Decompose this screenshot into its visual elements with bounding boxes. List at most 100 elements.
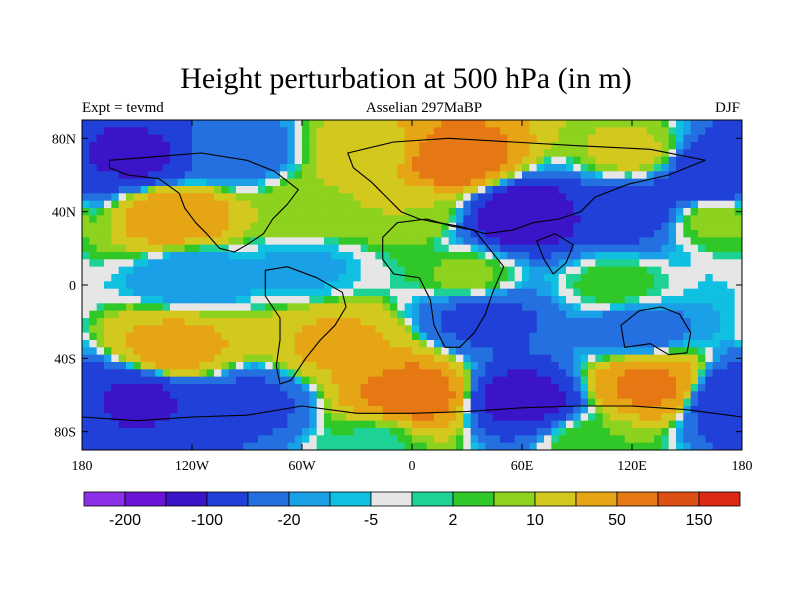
- field-cell: [470, 347, 479, 356]
- field-cell: [551, 420, 560, 429]
- field-cell: [727, 420, 736, 429]
- field-cell: [698, 391, 706, 400]
- field-cell: [236, 142, 244, 150]
- field-cell: [485, 164, 494, 172]
- field-cell: [309, 134, 318, 143]
- field-cell: [184, 222, 193, 231]
- field-cell: [705, 200, 714, 209]
- field-cell: [243, 332, 252, 341]
- field-cell: [485, 149, 494, 158]
- field-cell: [287, 296, 296, 304]
- field-cell: [140, 244, 149, 253]
- field-cell: [228, 156, 237, 165]
- field-cell: [595, 354, 604, 363]
- field-cell: [646, 288, 655, 297]
- field-cell: [265, 406, 274, 414]
- field-cell: [360, 413, 369, 422]
- field-cell: [676, 156, 684, 165]
- field-cell: [514, 215, 523, 224]
- field-cell: [470, 120, 479, 128]
- field-cell: [390, 428, 398, 436]
- field-cell: [705, 288, 714, 297]
- field-cell: [734, 332, 742, 341]
- field-cell: [111, 384, 120, 392]
- field-cell: [734, 274, 742, 282]
- field-cell: [353, 442, 362, 450]
- field-cell: [654, 420, 662, 429]
- field-cell: [456, 208, 464, 216]
- field-cell: [529, 384, 538, 392]
- field-cell: [177, 428, 186, 436]
- field-cell: [507, 186, 516, 194]
- field-cell: [280, 259, 288, 268]
- field-cell: [382, 310, 391, 319]
- field-cell: [360, 222, 369, 231]
- field-cell: [162, 288, 171, 297]
- field-cell: [214, 296, 222, 304]
- field-cell: [470, 376, 479, 385]
- field-cell: [514, 310, 523, 319]
- field-cell: [404, 376, 413, 385]
- field-cell: [236, 259, 244, 268]
- field-cell: [302, 164, 310, 172]
- field-cell: [280, 252, 288, 260]
- field-cell: [734, 127, 742, 136]
- field-cell: [118, 200, 127, 209]
- field-cell: [529, 200, 538, 209]
- field-cell: [712, 420, 721, 429]
- field-cell: [434, 193, 442, 202]
- field-cell: [500, 230, 508, 238]
- field-cell: [316, 288, 325, 297]
- field-cell: [184, 266, 193, 275]
- field-cell: [302, 281, 310, 290]
- field-cell: [434, 303, 442, 312]
- field-cell: [133, 391, 142, 400]
- field-cell: [316, 332, 325, 341]
- field-cell: [734, 171, 742, 180]
- field-cell: [727, 171, 736, 180]
- field-cell: [397, 266, 406, 275]
- field-cell: [236, 376, 244, 385]
- field-cell: [617, 200, 626, 209]
- field-cell: [602, 288, 611, 297]
- field-cell: [558, 435, 567, 444]
- field-cell: [485, 230, 494, 238]
- field-cell: [258, 149, 266, 158]
- field-cell: [331, 398, 340, 407]
- field-cell: [470, 442, 479, 450]
- field-cell: [632, 274, 640, 282]
- field-cell: [324, 200, 332, 209]
- field-cell: [654, 142, 662, 150]
- field-cell: [192, 281, 200, 290]
- field-cell: [470, 266, 479, 275]
- field-cell: [140, 156, 149, 165]
- field-cell: [397, 156, 406, 165]
- field-cell: [580, 186, 589, 194]
- field-cell: [485, 310, 494, 319]
- field-cell: [397, 230, 406, 238]
- field-cell: [82, 266, 90, 275]
- field-cell: [470, 252, 479, 260]
- field-cell: [668, 288, 677, 297]
- field-cell: [566, 171, 574, 180]
- field-cell: [610, 369, 618, 378]
- field-cell: [302, 156, 310, 165]
- field-cell: [668, 127, 677, 136]
- field-cell: [734, 398, 742, 407]
- field-cell: [397, 362, 406, 370]
- field-cell: [258, 318, 266, 326]
- field-cell: [258, 354, 266, 363]
- field-cell: [272, 149, 281, 158]
- field-cell: [463, 266, 472, 275]
- field-cell: [214, 164, 222, 172]
- field-cell: [419, 266, 428, 275]
- field-cell: [507, 369, 516, 378]
- field-cell: [96, 318, 105, 326]
- field-cell: [617, 442, 626, 450]
- field-cell: [544, 362, 552, 370]
- field-cell: [280, 384, 288, 392]
- field-cell: [478, 340, 486, 348]
- field-cell: [316, 406, 325, 414]
- field-cell: [302, 398, 310, 407]
- field-cell: [206, 266, 215, 275]
